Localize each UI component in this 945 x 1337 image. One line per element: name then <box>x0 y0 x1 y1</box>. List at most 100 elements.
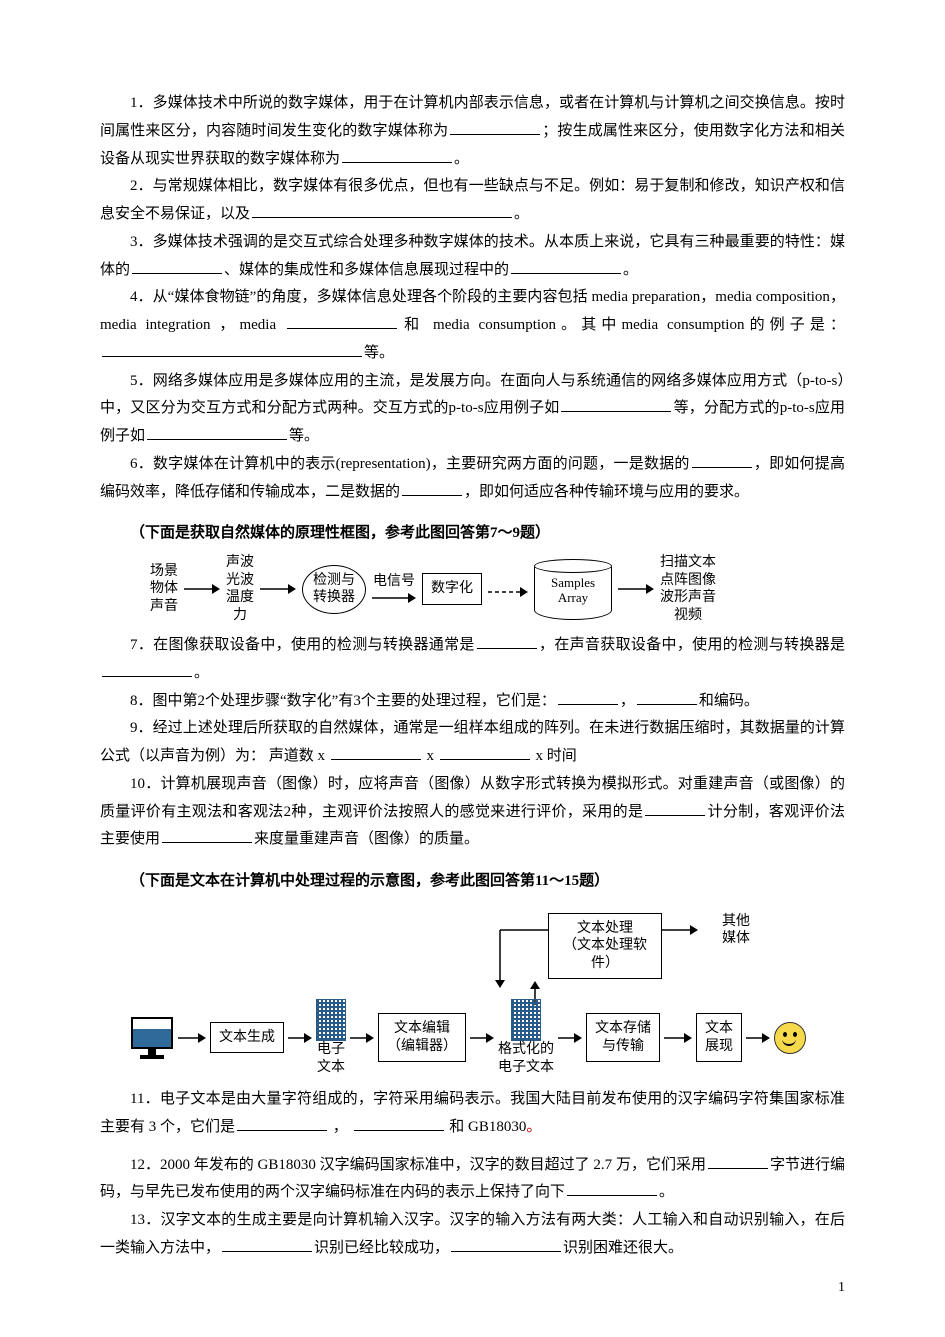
arrow-icon <box>558 1031 582 1045</box>
q1-text-c: 。 <box>454 151 469 167</box>
q8-num: 8． <box>130 693 153 709</box>
arrow-icon <box>372 591 416 605</box>
d1-detector: 检测与 转换器 <box>302 565 366 614</box>
arrow-icon <box>350 1031 374 1045</box>
q7-text-a: 在图像获取设备中，使用的检测与转换器通常是 <box>153 637 475 653</box>
q6-num: 6． <box>130 456 153 472</box>
question-11: 11．电子文本是由大量字符组成的，字符采用编码表示。我国大陆目前发布使用的汉字编… <box>100 1086 845 1142</box>
d2-etext-bot: 文本 <box>317 1059 345 1077</box>
q6-text-c: ，即如何适应各种传输环境与应用的要求。 <box>464 484 749 500</box>
question-4: 4．从“媒体食物链”的角度，多媒体信息处理各个阶段的主要内容包括 media p… <box>100 284 845 367</box>
q8-text-c: 和编码。 <box>699 693 759 709</box>
d1-outputs: 扫描文本 点阵图像 波形声音 视频 <box>660 554 716 624</box>
arrow-icon <box>288 1031 312 1045</box>
q13-text-b: 识别已经比较成功， <box>314 1240 449 1256</box>
q11-text-b: ， <box>329 1119 352 1135</box>
arrow-icon <box>260 582 296 596</box>
q9-num: 9． <box>130 720 153 736</box>
q11-blank-2 <box>354 1115 444 1131</box>
q13-blank-1 <box>222 1236 312 1252</box>
q3-text-b: 、媒体的集成性和多媒体信息展现过程中的 <box>224 262 509 278</box>
q1-num: 1． <box>130 95 153 111</box>
q7-text-c: 。 <box>194 665 209 681</box>
q12-blank-1 <box>708 1153 768 1169</box>
d1-src-0: 场景 <box>150 563 178 581</box>
q13-num: 13． <box>130 1212 160 1228</box>
q7-blank-2 <box>102 661 192 677</box>
q2-num: 2． <box>130 178 153 194</box>
d1-out-1: 点阵图像 <box>660 572 716 590</box>
arrow-icon <box>470 1031 494 1045</box>
question-2: 2．与常规媒体相比，数字媒体有很多优点，但也有一些缺点与不足。例如：易于复制和修… <box>100 173 845 229</box>
d1-src-1: 物体 <box>150 580 178 598</box>
q3-text-c: 。 <box>623 262 638 278</box>
dashed-arrow-icon <box>488 582 528 596</box>
q6-text-a: 数字媒体在计算机中的表示(representation)，主要研究两方面的问题，… <box>153 456 690 472</box>
d2-show: 文本 展现 <box>696 1013 742 1062</box>
q11-text-d: 。 <box>526 1119 541 1135</box>
question-9: 9．经过上述处理后所获取的自然媒体，通常是一组样本组成的阵列。在未进行数据压缩时… <box>100 715 845 771</box>
d1-samples-label: Samples Array <box>534 567 612 620</box>
q11-blank-1 <box>237 1115 327 1131</box>
question-7: 7．在图像获取设备中，使用的检测与转换器通常是，在声音获取设备中，使用的检测与转… <box>100 632 845 688</box>
q4-blank-1 <box>287 313 397 329</box>
question-1: 1．多媒体技术中所说的数字媒体，用于在计算机内部表示信息，或者在计算机与计算机之… <box>100 90 845 173</box>
d2-other: 其他 媒体 <box>722 913 750 948</box>
question-5: 5．网络多媒体应用是多媒体应用的主流，是发展方向。在面向人与系统通信的网络多媒体… <box>100 368 845 451</box>
q10-num: 10． <box>130 776 160 792</box>
arrow-icon <box>746 1031 770 1045</box>
q8-text-a: 图中第2个处理步骤“数字化”有3个主要的处理过程，它们是： <box>153 693 556 709</box>
arrow-icon <box>178 1031 206 1045</box>
q10-text-c: 来度量重建声音（图像）的质量。 <box>254 831 479 847</box>
smile-icon <box>774 1022 806 1054</box>
q5-blank-1 <box>561 396 671 412</box>
arrow-icon <box>184 582 220 596</box>
q7-blank-1 <box>477 633 537 649</box>
q13-text-c: 识别困难还很大。 <box>563 1240 683 1256</box>
question-8: 8．图中第2个处理步骤“数字化”有3个主要的处理过程，它们是： ， 和编码。 <box>100 688 845 716</box>
document-page: 1．多媒体技术中所说的数字媒体，用于在计算机内部表示信息，或者在计算机与计算机之… <box>0 0 945 1337</box>
d2-store: 文本存储 与传输 <box>586 1013 660 1062</box>
d1-wave-2: 温度 <box>226 589 254 607</box>
d2-etext-top: 电子 <box>317 1041 345 1059</box>
arrow-icon <box>664 1031 692 1045</box>
q6-blank-2 <box>402 480 462 496</box>
d1-sources: 场景 物体 声音 <box>150 563 178 616</box>
q11-num: 11． <box>130 1091 160 1107</box>
q3-blank-1 <box>132 258 222 274</box>
diagram-2: 文本处理 （文本处理软件） 其他 媒体 文本生成 电子 文本 <box>130 902 845 1076</box>
d2-ftext: 格式化的 电子文本 <box>498 999 554 1076</box>
question-3: 3．多媒体技术强调的是交互式综合处理多种数字媒体的技术。从本质上来说，它具有三种… <box>100 229 845 285</box>
q7-num: 7． <box>130 637 153 653</box>
d1-signal: 电信号 <box>373 573 415 591</box>
monitor-icon <box>130 1017 174 1059</box>
q9-text-b: x <box>423 748 438 764</box>
d1-waves: 声波 光波 温度 力 <box>226 554 254 624</box>
q4-text-b: 和 media consumption。其中media consumption的… <box>399 317 845 333</box>
q12-num: 12． <box>130 1157 160 1173</box>
d2-etext: 电子 文本 <box>316 999 346 1076</box>
q3-blank-2 <box>511 258 621 274</box>
q5-num: 5． <box>130 373 153 389</box>
q6-blank-1 <box>692 452 752 468</box>
q4-num: 4． <box>130 289 153 305</box>
d1-samples: Samples Array <box>534 559 612 620</box>
d2-gen: 文本生成 <box>210 1022 284 1054</box>
q1-blank-1 <box>450 119 540 135</box>
q9-blank-2 <box>440 744 530 760</box>
d1-src-2: 声音 <box>150 598 178 616</box>
d1-wave-0: 声波 <box>226 554 254 572</box>
spacer <box>100 1142 845 1152</box>
q8-blank-2 <box>637 689 697 705</box>
d2-ftext-bot: 电子文本 <box>498 1059 554 1077</box>
q4-blank-2 <box>102 341 362 357</box>
q3-num: 3． <box>130 234 153 250</box>
diagram2-caption: （下面是文本在计算机中处理过程的示意图，参考此图回答第11～15题） <box>100 868 845 896</box>
d1-signal-col: 电信号 <box>372 573 416 605</box>
diagram1-caption: （下面是获取自然媒体的原理性框图，参考此图回答第7～9题） <box>100 520 845 548</box>
question-10: 10．计算机展现声音（图像）时，应将声音（图像）从数字形式转换为模拟形式。对重建… <box>100 771 845 854</box>
d1-out-3: 视频 <box>674 607 702 625</box>
q4-text-c: 等。 <box>364 345 394 361</box>
q8-text-b: ， <box>620 693 635 709</box>
question-12: 12．2000 年发布的 GB18030 汉字编码国家标准中，汉字的数目超过了 … <box>100 1152 845 1208</box>
